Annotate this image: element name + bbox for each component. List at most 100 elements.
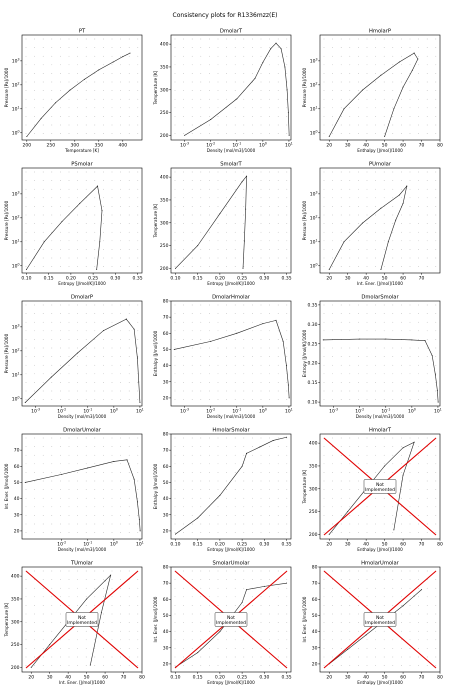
grid-point <box>375 206 376 207</box>
grid-point <box>260 47 262 48</box>
grid-point <box>332 446 333 447</box>
grid-point <box>243 180 245 181</box>
grid-point <box>183 364 184 366</box>
grid-point <box>323 472 325 473</box>
grid-point <box>174 133 176 134</box>
grid-point <box>120 472 121 473</box>
grid-point <box>183 188 184 190</box>
grid-point <box>42 364 44 366</box>
grid-point <box>60 587 61 589</box>
grid-point <box>332 639 333 641</box>
grid-point <box>191 197 193 199</box>
grid-point <box>85 648 87 649</box>
x-tick-label: 0.10 <box>170 276 180 282</box>
grid-point <box>435 656 437 658</box>
grid-point <box>200 188 202 190</box>
grid-point <box>174 171 176 173</box>
y-tick-label: 0.10 <box>307 400 317 406</box>
x-tick-label: 20 <box>326 542 332 548</box>
plot-area <box>25 38 139 137</box>
data-point <box>243 240 245 242</box>
grid-point <box>200 214 202 216</box>
grid-point <box>435 446 437 447</box>
grid-point <box>120 339 121 340</box>
grid-point <box>174 390 176 392</box>
data-point <box>197 652 199 654</box>
grid-point <box>435 197 437 199</box>
y-tick-label: 103 <box>12 323 20 330</box>
grid-point <box>200 390 202 392</box>
grid-point <box>120 506 121 508</box>
grid-point <box>252 240 253 242</box>
grid-point <box>200 171 202 173</box>
plot-frame <box>319 167 441 274</box>
grid-point <box>68 330 70 332</box>
grid-point <box>234 55 236 57</box>
grid-point <box>226 257 227 259</box>
grid-point <box>286 223 288 224</box>
grid-point <box>77 648 78 649</box>
grid-point <box>68 605 70 606</box>
grid-point <box>68 382 70 383</box>
data-point <box>99 241 101 243</box>
grid-point <box>42 596 44 598</box>
grid-point <box>226 107 227 109</box>
grid-point <box>332 656 333 658</box>
grid-point <box>128 656 130 658</box>
grid-point <box>128 64 130 66</box>
y-tick-label: 102 <box>12 81 20 88</box>
grid-point <box>243 532 245 533</box>
x-tick-label: 50 <box>84 675 90 681</box>
grid-point <box>243 313 245 314</box>
grid-point <box>111 313 113 314</box>
grid-point <box>252 133 253 134</box>
grid-point <box>243 47 245 48</box>
grid-point <box>252 304 253 306</box>
grid-point <box>375 579 376 580</box>
x-tick-label: 30 <box>345 542 351 548</box>
grid-point <box>243 390 245 392</box>
grid-point <box>60 133 61 134</box>
grid-point <box>383 437 385 439</box>
grid-point <box>183 90 184 91</box>
y-axis-label: Int. Ener. [J/mol]/1000 <box>4 463 9 509</box>
grid-point <box>217 171 219 173</box>
grid-point <box>103 313 104 314</box>
y-axis-label: Int. Ener. [J/mol]/1000 <box>302 596 307 642</box>
x-tick-label: 70 <box>121 675 127 681</box>
grid-point <box>183 171 184 173</box>
y-tick-label: 100 <box>310 129 318 136</box>
grid-point <box>243 38 245 40</box>
grid-point <box>137 665 139 666</box>
grid-point <box>209 133 210 134</box>
grid-point <box>375 515 376 516</box>
data-point <box>113 460 115 462</box>
grid-point <box>383 133 385 134</box>
grid-point <box>375 656 376 658</box>
grid-point <box>243 489 245 490</box>
grid-point <box>418 231 419 233</box>
grid-point <box>94 382 96 383</box>
note-text: Not <box>227 615 235 621</box>
grid-point <box>174 266 176 267</box>
grid-point <box>42 382 44 383</box>
grid-point <box>383 630 385 632</box>
data-point <box>236 332 238 334</box>
grid-point <box>269 330 270 332</box>
grid-point <box>85 81 87 83</box>
grid-point <box>183 605 184 606</box>
grid-point <box>286 188 288 190</box>
grid-point <box>60 373 61 375</box>
grid-point <box>349 665 351 666</box>
chart-DmolarHmolar: 10-3 10-2 10-1 100 10120304050607080DmolarHm… <box>153 295 293 420</box>
grid-point <box>103 180 104 181</box>
grid-point <box>103 579 104 580</box>
data-point <box>122 56 124 58</box>
grid-point <box>286 356 288 357</box>
grid-point <box>269 665 270 666</box>
grid-point <box>191 480 193 482</box>
grid-point <box>234 347 236 349</box>
x-tick-label: 70 <box>419 675 425 681</box>
plot-area <box>322 304 439 403</box>
grid-point <box>174 480 176 482</box>
